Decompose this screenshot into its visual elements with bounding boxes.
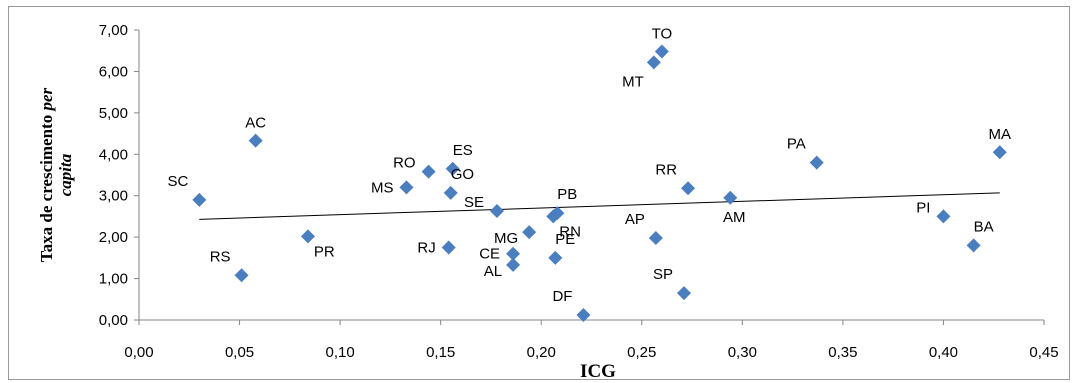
data-point-mg (522, 225, 537, 240)
svg-text:Taxa de crescimento per: Taxa de crescimento per (37, 88, 56, 263)
x-tick-label: 0,40 (929, 344, 958, 361)
data-point-rj (441, 240, 456, 255)
x-tick-label: 0,05 (225, 344, 254, 361)
data-point-al (506, 257, 521, 272)
x-tick-label: 0,45 (1029, 344, 1058, 361)
data-point-se (489, 204, 504, 219)
data-point-rs (234, 268, 249, 283)
x-axis-title: ICG (580, 361, 616, 382)
point-label-mg: MG (494, 230, 518, 247)
data-point-ba (966, 238, 981, 253)
data-point-pa (809, 155, 824, 170)
y-tick-label: 4,00 (99, 146, 128, 163)
y-tick-label: 7,00 (99, 22, 128, 39)
data-point-go (443, 185, 458, 200)
point-label-ma: MA (989, 126, 1012, 143)
y-axis-title: Taxa de crescimento per capita (37, 88, 75, 263)
point-labels: TO MT AC MA PA ES RO MS RR GO AM SC SE PB RN PI MG PR AP BA… (167, 26, 1011, 305)
point-label-mt: MT (622, 73, 644, 90)
point-label-rn: RN (559, 223, 581, 240)
data-point-df (576, 308, 591, 323)
data-point-pi (936, 209, 951, 224)
data-point-ap (648, 230, 663, 245)
point-label-pb: PB (557, 186, 577, 203)
x-tick-label: 0,15 (426, 344, 455, 361)
point-label-es: ES (453, 142, 473, 159)
x-tick-label: 0,35 (828, 344, 857, 361)
data-point-es (445, 161, 460, 176)
point-label-ba: BA (974, 218, 994, 235)
point-label-rr: RR (655, 161, 677, 178)
y-axis-title-line1-part1: Taxa de crescimento (37, 111, 56, 263)
point-label-sp: SP (653, 266, 673, 283)
x-tick-label: 0,10 (326, 344, 355, 361)
data-point-sc (192, 192, 207, 207)
point-label-ac: AC (245, 115, 266, 132)
axes: 0,00 0,05 0,10 0,15 0,20 0,25 0,30 0,35 0,40 0,45… (99, 22, 1059, 361)
point-label-pi: PI (916, 199, 930, 216)
data-point-ro (421, 164, 436, 179)
point-label-sc: SC (167, 173, 188, 190)
data-point-ce (506, 246, 521, 261)
data-point-pr (300, 229, 315, 244)
data-point-ms (399, 180, 414, 195)
point-label-pa: PA (787, 136, 806, 153)
y-tick-label: 0,00 (99, 312, 128, 329)
x-tick-label: 0,25 (627, 344, 656, 361)
point-label-df: DF (552, 288, 572, 305)
point-label-pe: PE (555, 231, 575, 248)
data-point-rr (681, 181, 696, 196)
data-point-to (654, 44, 669, 59)
data-point-ma (992, 145, 1007, 160)
point-label-ce: CE (479, 246, 500, 263)
y-tick-label: 2,00 (99, 229, 128, 246)
y-axis-title-line1-part2: per (37, 88, 56, 113)
data-point-sp (677, 286, 692, 301)
data-point-rn (546, 209, 561, 224)
y-axis-title-line2: capita (56, 153, 75, 196)
x-tick-label: 0,20 (527, 344, 556, 361)
point-label-to: TO (652, 26, 673, 43)
x-tick-label: 0,00 (124, 344, 153, 361)
x-tick-label: 0,30 (728, 344, 757, 361)
point-label-pr: PR (314, 243, 335, 260)
y-tick-label: 6,00 (99, 63, 128, 80)
data-point-mt (646, 55, 661, 70)
point-label-rs: RS (210, 248, 231, 265)
y-tick-label: 3,00 (99, 188, 128, 205)
point-label-al: AL (484, 263, 502, 280)
point-label-rj: RJ (417, 240, 435, 257)
chart-frame (8, 6, 1070, 380)
data-points (192, 44, 1007, 323)
trendline-group (199, 192, 1000, 220)
trendline (199, 192, 1000, 220)
point-label-go: GO (451, 166, 474, 183)
point-label-ro: RO (393, 155, 416, 172)
point-label-am: AM (723, 209, 746, 226)
y-tick-label: 5,00 (99, 105, 128, 122)
data-point-am (723, 190, 738, 205)
point-label-se: SE (464, 194, 484, 211)
y-tick-label: 1,00 (99, 271, 128, 288)
point-label-ap: AP (625, 211, 645, 228)
point-label-ms: MS (371, 179, 394, 196)
data-point-pe (548, 250, 563, 265)
data-point-ac (248, 133, 263, 148)
